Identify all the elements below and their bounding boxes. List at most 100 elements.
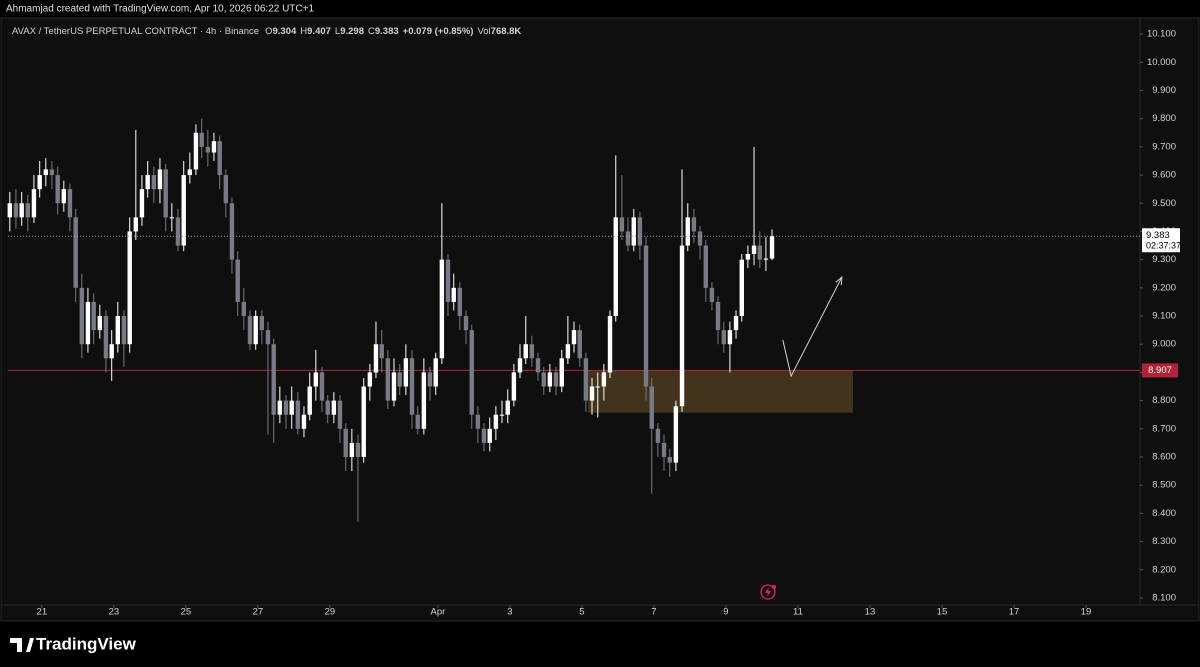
x-tick-label: 11: [793, 607, 803, 618]
candle-body: [121, 316, 127, 345]
candle-body: [475, 414, 481, 429]
y-tick-label: 9.300: [1152, 254, 1176, 265]
candle-body: [91, 301, 96, 331]
x-tick-label: 9: [723, 607, 728, 618]
candle-body: [151, 175, 157, 190]
candle-body: [145, 175, 150, 190]
candle-body: [763, 258, 769, 260]
candle-body: [325, 400, 330, 415]
candle-body: [673, 406, 679, 463]
y-tick-label: 9.900: [1152, 85, 1176, 96]
candle-body: [157, 169, 163, 190]
candle-body: [607, 316, 613, 373]
candle-body: [751, 245, 757, 254]
candle-body: [139, 189, 145, 218]
candle-body: [49, 169, 55, 176]
candle-body: [355, 442, 361, 457]
y-tick-label: 9.100: [1152, 311, 1176, 322]
y-tick-label: 9.700: [1152, 141, 1176, 152]
brand: TradingView: [36, 634, 137, 653]
chart-frame: [0, 17, 1200, 622]
candle-body: [625, 231, 631, 246]
candle-body: [79, 287, 85, 345]
low-label: L: [335, 26, 340, 37]
candle-body: [193, 132, 199, 170]
candle-body: [379, 344, 384, 359]
x-tick-label: 19: [1081, 607, 1092, 618]
candle-body: [739, 259, 744, 317]
candle-body: [169, 217, 175, 219]
candle-body: [409, 358, 415, 415]
candle-body: [25, 203, 31, 218]
candle-body: [655, 428, 661, 443]
candle-body: [619, 217, 625, 232]
x-tick-label: 27: [253, 607, 264, 618]
current-price-label: 9.383: [1146, 230, 1170, 241]
candle-body: [265, 330, 271, 345]
candle-body: [247, 316, 253, 345]
candle-body: [7, 203, 13, 218]
candle-body: [643, 245, 649, 387]
candle-body: [103, 316, 109, 359]
candle-body: [367, 372, 373, 387]
symbol-label: AVAX / TetherUS PERPETUAL CONTRACT · 4h …: [12, 26, 259, 37]
candle-body: [577, 330, 582, 359]
arrow-head: [835, 275, 843, 286]
candle-body: [43, 169, 49, 176]
candle-body: [679, 245, 685, 407]
y-tick-label: 10.000: [1147, 57, 1176, 68]
x-tick-label: 29: [325, 607, 336, 618]
candle-body: [721, 330, 726, 345]
candle-body: [343, 428, 348, 457]
candle-body: [421, 372, 427, 429]
y-tick-label: 9.800: [1152, 113, 1176, 124]
candle-body: [307, 386, 312, 415]
candle-body: [211, 141, 217, 153]
candle-body: [241, 301, 247, 317]
candle-body: [769, 236, 775, 259]
low-value: 9.298: [340, 26, 364, 37]
y-tick-label: 9.200: [1152, 282, 1176, 293]
candle-body: [271, 344, 276, 415]
x-tick-label: 17: [1009, 607, 1020, 618]
high-label: H: [300, 26, 307, 37]
candle-body: [469, 330, 474, 415]
y-tick-label: 8.700: [1152, 423, 1176, 434]
countdown-label: 02:37:37: [1146, 241, 1181, 251]
candle-body: [253, 316, 258, 345]
candle-body: [661, 442, 667, 457]
candle-body: [415, 414, 420, 429]
candle-body: [283, 400, 289, 415]
candle-body: [439, 259, 445, 359]
candle-body: [493, 414, 499, 429]
candle-body: [217, 141, 222, 176]
x-tick-label: 21: [37, 607, 48, 618]
candle-body: [229, 203, 235, 260]
y-tick-label: 9.500: [1152, 198, 1176, 209]
candle-body: [13, 203, 19, 218]
level-label: 8.907: [1148, 365, 1172, 376]
candle-body: [541, 372, 546, 387]
candle-body: [61, 189, 67, 204]
candle-body: [703, 245, 708, 288]
candle-body: [745, 254, 751, 260]
candle-body: [697, 231, 703, 246]
volume-label: Vol: [477, 26, 490, 37]
candle-body: [37, 175, 42, 190]
candle-body: [487, 428, 492, 443]
candle-body: [757, 245, 762, 260]
x-tick-label: Apr: [431, 607, 446, 618]
candle-body: [295, 400, 301, 429]
candle-body: [115, 316, 121, 345]
candle-body: [109, 344, 114, 359]
candle-body: [733, 316, 739, 331]
candle-body: [559, 358, 564, 387]
candle-body: [391, 372, 397, 401]
lightning-icon: [760, 584, 776, 600]
candle-body: [499, 414, 505, 416]
y-tick-label: 8.300: [1152, 536, 1176, 547]
candle-body: [511, 372, 517, 401]
candle-body: [223, 175, 229, 204]
candle-body: [175, 217, 181, 246]
y-tick-label: 8.100: [1152, 592, 1176, 603]
